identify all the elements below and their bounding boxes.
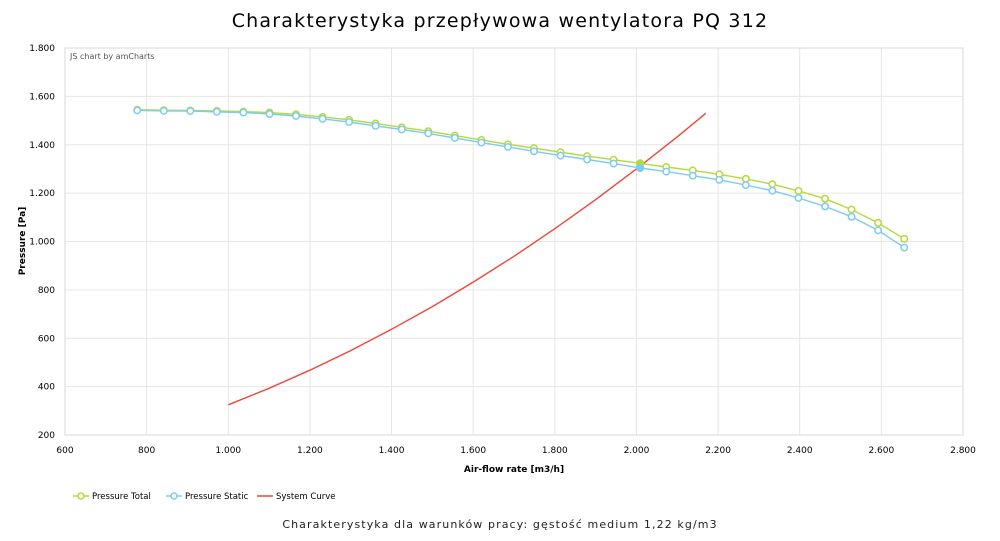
- pressure-static-point[interactable]: [688, 171, 697, 180]
- pressure-static-point[interactable]: [186, 107, 195, 116]
- pressure-static-point[interactable]: [265, 110, 274, 118]
- y-tick-label: 1.200: [29, 189, 55, 199]
- pressure-static-point[interactable]: [503, 142, 512, 151]
- pressure-total-point[interactable]: [768, 180, 777, 189]
- pressure-static-point[interactable]: [133, 106, 142, 115]
- pressure-static-point[interactable]: [212, 107, 221, 116]
- y-tick-label: 1.000: [29, 238, 55, 248]
- pressure-static-point[interactable]: [292, 112, 300, 120]
- pressure-static-point[interactable]: [662, 167, 671, 176]
- pressure-total-point[interactable]: [794, 186, 803, 195]
- series-pressure-static: [133, 106, 909, 252]
- y-tick-label: 1.800: [29, 44, 55, 54]
- x-tick-label: 600: [56, 446, 73, 456]
- legend-label: Pressure Static: [185, 492, 249, 502]
- x-tick-label: 2.400: [787, 446, 813, 456]
- y-tick-label: 800: [38, 286, 55, 296]
- legend-label: System Curve: [276, 492, 335, 502]
- pressure-static-point[interactable]: [583, 155, 592, 164]
- x-axis-ticks: 600 800 1.000 1.200 1.400 1.600 1.800 2.000 2.20…: [56, 446, 976, 456]
- x-tick-label: 1.000: [215, 446, 241, 456]
- pressure-static-point[interactable]: [847, 212, 856, 221]
- legend-swatch-marker: [77, 492, 85, 500]
- y-tick-label: 1.400: [29, 141, 55, 151]
- pressure-total-line: [137, 109, 905, 240]
- pressure-static-line: [137, 109, 905, 249]
- pressure-static-point[interactable]: [397, 125, 406, 134]
- pressure-static-point[interactable]: [239, 108, 248, 117]
- y-axis-title: Pressure [Pa]: [18, 207, 28, 276]
- x-tick-label: 1.800: [542, 446, 568, 456]
- plot-border: [64, 47, 964, 436]
- x-tick-label: 1.200: [297, 446, 323, 456]
- legend-item-pressure-total[interactable]: Pressure Total: [73, 492, 151, 502]
- legend-item-system-curve[interactable]: System Curve: [257, 492, 335, 502]
- pressure-total-point[interactable]: [821, 194, 829, 203]
- pressure-static-point[interactable]: [318, 114, 327, 123]
- x-tick-label: 1.400: [379, 446, 405, 456]
- pressure-total-point[interactable]: [741, 174, 750, 183]
- pressure-static-point[interactable]: [874, 226, 883, 235]
- pressure-static-point[interactable]: [345, 118, 354, 126]
- pressure-static-point[interactable]: [450, 134, 459, 142]
- x-tick-label: 2.200: [705, 446, 731, 456]
- pressure-static-point[interactable]: [477, 138, 486, 147]
- pressure-static-point[interactable]: [159, 106, 168, 115]
- system-curve-line: [228, 112, 707, 406]
- pressure-total-point[interactable]: [874, 218, 883, 227]
- pressure-static-point[interactable]: [609, 159, 618, 168]
- chart-title: Charakterystyka przepływowa wentylatora …: [231, 10, 769, 32]
- pressure-static-point[interactable]: [371, 121, 380, 130]
- x-axis-title: Air-flow rate [m3/h]: [464, 465, 564, 475]
- y-tick-label: 600: [38, 334, 55, 344]
- y-tick-label: 1.600: [29, 92, 55, 102]
- pressure-static-point[interactable]: [715, 175, 724, 184]
- y-tick-label: 200: [38, 431, 55, 441]
- legend-swatch-marker: [170, 492, 178, 500]
- pressure-total-point[interactable]: [900, 234, 909, 243]
- legend-label: Pressure Total: [92, 492, 151, 502]
- legend-item-pressure-static[interactable]: Pressure Static: [166, 492, 249, 502]
- chart-credit[interactable]: JS chart by amCharts: [69, 52, 155, 61]
- pressure-static-point[interactable]: [794, 194, 803, 202]
- x-tick-label: 1.600: [460, 446, 486, 456]
- pressure-static-point[interactable]: [741, 181, 750, 190]
- pressure-static-operating-point[interactable]: [636, 163, 645, 173]
- pressure-static-point[interactable]: [530, 147, 538, 156]
- x-tick-label: 2.600: [868, 446, 894, 456]
- y-axis-ticks: 200 400 600 800 1.000 1.200 1.400 1.600 1.800: [29, 44, 55, 441]
- series-pressure-total: [133, 105, 909, 243]
- series-layer: [133, 105, 909, 406]
- x-tick-label: 2.000: [624, 446, 650, 456]
- pressure-static-point[interactable]: [556, 151, 565, 160]
- series-system-curve: [228, 112, 707, 406]
- y-tick-label: 400: [38, 383, 55, 393]
- pressure-static-point[interactable]: [768, 186, 777, 195]
- chart-caption: Charakterystyka dla warunków pracy: gęst…: [282, 518, 718, 531]
- x-tick-label: 2.800: [950, 446, 976, 456]
- x-tick-label: 800: [138, 446, 155, 456]
- grid: [64, 47, 964, 436]
- pressure-total-point[interactable]: [847, 205, 856, 214]
- pressure-static-point[interactable]: [900, 243, 909, 252]
- pressure-static-point[interactable]: [424, 129, 433, 138]
- legend: Pressure Total Pressure Static System Curv…: [73, 492, 335, 502]
- pressure-static-point[interactable]: [821, 202, 829, 211]
